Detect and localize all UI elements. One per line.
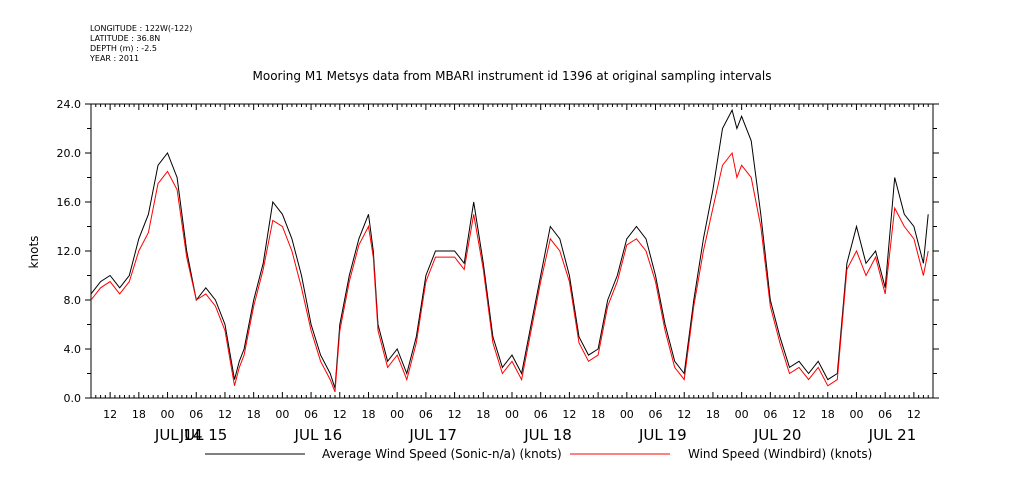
y-tick-label: 24.0 [57,98,82,111]
day-label: JUL 17 [408,426,457,444]
x-tick-label: 06 [189,408,203,421]
x-tick-label: 06 [649,408,663,421]
y-tick-label: 0.0 [64,392,82,405]
legend: Average Wind Speed (Sonic-n/a) (knots) W… [205,447,872,461]
meta-line: LATITUDE : 36.8N [90,34,160,43]
day-label: JUL 18 [523,426,572,444]
x-tick-label: 12 [677,408,691,421]
x-tick-label: 12 [448,408,462,421]
x-tick-label: 00 [275,408,289,421]
x-tick-label: 12 [103,408,117,421]
meta-line: DEPTH (m) : -2.5 [90,44,157,53]
legend-label-windbird: Wind Speed (Windbird) (knots) [688,447,872,461]
x-tick-label: 18 [132,408,146,421]
axis-ticks [85,103,939,399]
x-tick-label: 12 [562,408,576,421]
series-average-line [90,108,929,389]
x-tick-label: 00 [505,408,519,421]
day-label: JUL 20 [753,426,802,444]
y-tick-label: 16.0 [57,196,82,209]
day-label: JUL 16 [294,426,343,444]
x-tick-label: 00 [161,408,175,421]
x-tick-label: 06 [304,408,318,421]
legend-label-average: Average Wind Speed (Sonic-n/a) (knots) [322,447,562,461]
x-tick-label: 18 [591,408,605,421]
y-axis-label: knots [27,236,41,269]
x-tick-label: 18 [476,408,490,421]
day-label: JUL 15 [179,426,228,444]
day-label: JUL 21 [868,426,917,444]
x-tick-label: 06 [534,408,548,421]
x-tick-label: 12 [218,408,232,421]
x-tick-label: 00 [849,408,863,421]
meta-line: LONGITUDE : 122W(-122) [90,24,192,33]
day-label: JUL 14 [154,426,203,444]
x-tick-label: 06 [878,408,892,421]
x-tick-label: 18 [361,408,375,421]
x-tick-label: 06 [419,408,433,421]
y-tick-label: 4.0 [64,343,82,356]
y-tick-label: 8.0 [64,294,82,307]
x-tick-label: 12 [792,408,806,421]
y-tick-label: 12.0 [57,245,82,258]
plot-frame [90,103,934,399]
axis-labels: 0.0 4.0 8.0 12.0 16.0 20.0 24.0 12 18 00 06 12 18 00 0… [57,98,921,444]
x-tick-label: 00 [620,408,634,421]
x-tick-label: 00 [735,408,749,421]
x-tick-label: 18 [706,408,720,421]
x-tick-label: 18 [821,408,835,421]
y-tick-label: 20.0 [57,147,82,160]
day-label: JUL 19 [638,426,687,444]
meta-block: LONGITUDE : 122W(-122) LATITUDE : 36.8N … [89,24,192,63]
x-tick-label: 12 [907,408,921,421]
x-tick-label: 18 [247,408,261,421]
chart-title: Mooring M1 Metsys data from MBARI instru… [253,69,772,83]
series-windbird-line [90,151,929,393]
x-tick-label: 12 [333,408,347,421]
x-tick-label: 00 [390,408,404,421]
x-tick-label: 06 [763,408,777,421]
series-layer [90,108,929,393]
meta-line: YEAR : 2011 [89,54,139,63]
